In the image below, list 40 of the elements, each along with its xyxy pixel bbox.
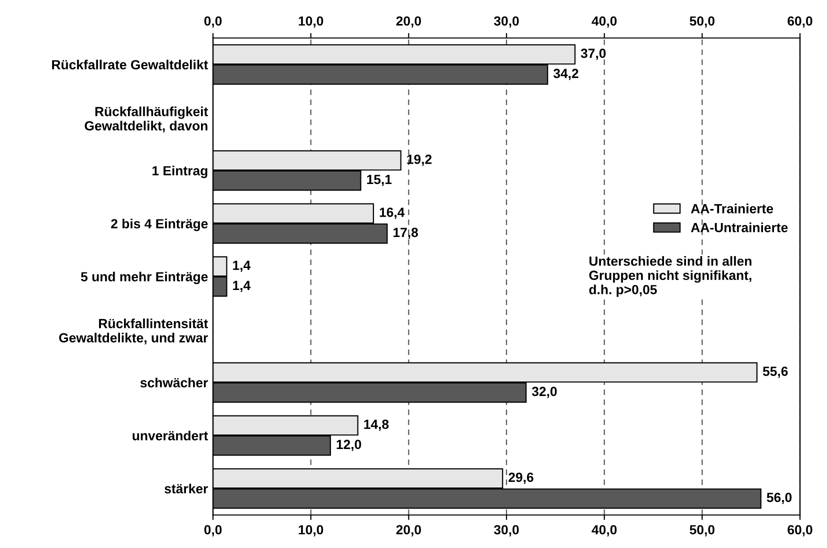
x-tick-label: 50,0: [690, 525, 714, 536]
data-label: 16,4: [380, 208, 405, 219]
y-tick-label: 1 Eintrag: [152, 166, 208, 178]
x-tick-label: 0,0: [204, 525, 222, 536]
data-label: 56,0: [766, 492, 792, 504]
data-label: 12,0: [336, 440, 362, 452]
data-label: 34,2: [553, 68, 578, 80]
y-tick-label: unverändert: [132, 430, 208, 440]
data-label: 32,0: [532, 386, 557, 398]
y-tick-label: Rückfallhäufigkeit Gewaltdelikt, davon: [84, 106, 208, 132]
x-tick-label: 20,0: [396, 525, 421, 536]
data-label: 1,4: [233, 280, 251, 292]
x-tick-label: 30,0: [494, 525, 519, 536]
x2-tick-label: 30,0: [494, 16, 519, 28]
y-tick-label: 5 und mehr Einträge: [80, 272, 208, 284]
data-label: 1,4: [233, 260, 251, 272]
x-tick-label: 40,0: [592, 525, 617, 536]
y-tick-label: stärker: [164, 484, 208, 494]
y-tick-label: Rückfallrate Gewaltdelikt: [52, 60, 208, 70]
x2-tick-label: 60,0: [788, 16, 812, 28]
data-label: 29,6: [508, 472, 534, 484]
data-label: 17,8: [394, 228, 418, 240]
data-label: 15,1: [367, 174, 392, 186]
annotation: Unterschiede sind in allen Gruppen nicht signifikant, d.h. p>0,05: [589, 256, 752, 297]
x2-tick-label: 50,0: [690, 16, 714, 28]
legend-label: AA-Untrainierte: [690, 222, 788, 232]
x-tick-label: 10,0: [298, 525, 324, 536]
data-label: 14,8: [364, 420, 389, 431]
x2-tick-label: 40,0: [592, 16, 617, 28]
data-label: 55,6: [762, 366, 788, 378]
x-tick-label: 60,0: [788, 525, 812, 536]
y-tick-label: schwächer: [140, 378, 208, 388]
data-label: 19,2: [407, 154, 432, 166]
y-tick-label: 2 bis 4 Einträge: [111, 218, 208, 232]
legend-label: AA-Trainierte: [690, 204, 774, 214]
x2-tick-label: 20,0: [396, 16, 421, 28]
y-tick-label: Rückfallintensität Gewaltdelikte, und zwar: [59, 318, 208, 344]
x2-tick-label: 0,0: [204, 16, 222, 28]
x2-tick-label: 10,0: [298, 16, 324, 28]
data-label: 37,0: [580, 48, 606, 60]
